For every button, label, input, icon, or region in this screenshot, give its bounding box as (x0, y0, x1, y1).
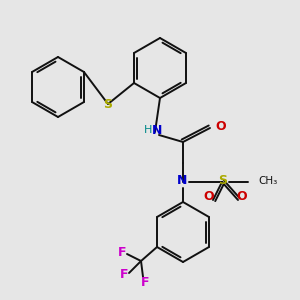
Text: O: O (215, 119, 226, 133)
Text: O: O (204, 190, 214, 202)
Text: N: N (152, 124, 162, 136)
Text: S: S (103, 98, 112, 110)
Text: F: F (141, 275, 149, 289)
Text: O: O (237, 190, 247, 202)
Text: H: H (144, 125, 152, 135)
Text: S: S (218, 175, 227, 188)
Text: F: F (120, 268, 128, 281)
Text: N: N (177, 175, 187, 188)
Text: CH₃: CH₃ (258, 176, 277, 186)
Text: F: F (118, 245, 126, 259)
